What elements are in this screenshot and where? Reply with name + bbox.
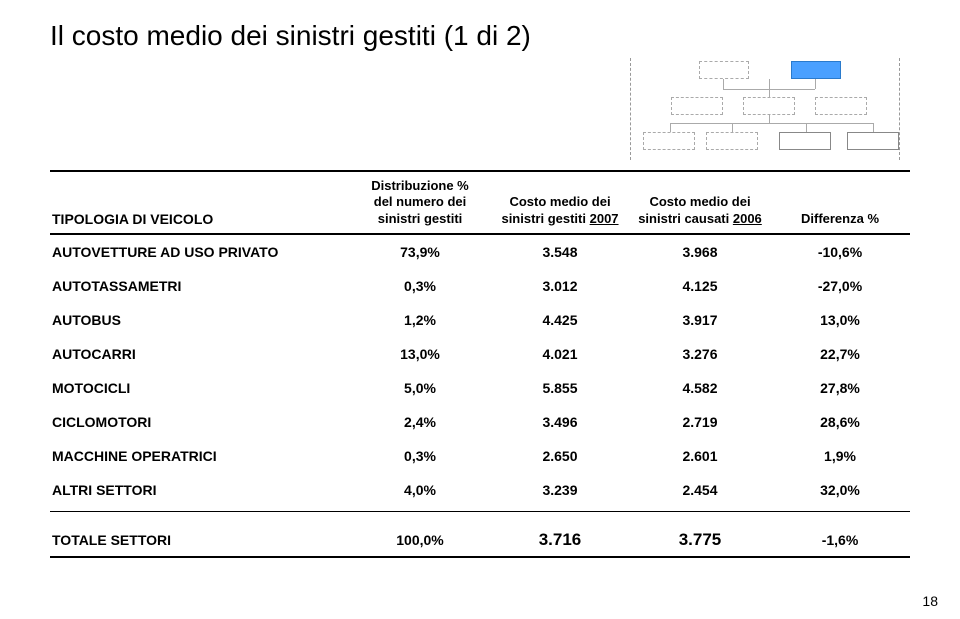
table-cell: AUTOCARRI [50,346,350,362]
slide: Il costo medio dei sinistri gestiti (1 d… [0,0,960,619]
table-row: AUTOCARRI13,0%4.0213.27622,7% [50,337,910,371]
table-cell: MOTOCICLI [50,380,350,396]
table-cell: 3.917 [630,312,770,328]
table-cell: 32,0% [770,482,910,498]
diagram-node [706,132,758,150]
col-header-dist: Distribuzione % del numero dei sinistri … [350,178,490,227]
table-cell: 0,3% [350,278,490,294]
table-cell: 2.454 [630,482,770,498]
total-diff: -1,6% [770,532,910,548]
table-cell: 73,9% [350,244,490,260]
table-cell: 2.719 [630,414,770,430]
table-header: TIPOLOGIA DI VEICOLO Distribuzione % del… [50,170,910,235]
table-cell: 4,0% [350,482,490,498]
table-cell: 2.601 [630,448,770,464]
total-dist: 100,0% [350,532,490,548]
col-header-cost2007: Costo medio dei sinistri gestiti 2007 [490,194,630,227]
diagram-node-highlight [791,61,841,79]
table-cell: -27,0% [770,278,910,294]
table-rule [50,511,910,512]
table-cell: CICLOMOTORI [50,414,350,430]
table-cell: 3.968 [630,244,770,260]
page-title: Il costo medio dei sinistri gestiti (1 d… [50,20,910,52]
diagram-node [847,132,899,150]
table-cell: AUTOVETTURE AD USO PRIVATO [50,244,350,260]
table-cell: 1,2% [350,312,490,328]
table-row: MOTOCICLI5,0%5.8554.58227,8% [50,371,910,405]
total-2006: 3.775 [630,530,770,550]
table-cell: 2.650 [490,448,630,464]
table-cell: 22,7% [770,346,910,362]
table-body: AUTOVETTURE AD USO PRIVATO73,9%3.5483.96… [50,235,910,507]
diagram-node [815,97,867,115]
table-cell: 3.012 [490,278,630,294]
table-cell: 4.425 [490,312,630,328]
table-row: AUTOBUS1,2%4.4253.91713,0% [50,303,910,337]
diagram-node [643,132,695,150]
table-cell: 3.496 [490,414,630,430]
table-cell: 1,9% [770,448,910,464]
table-row: MACCHINE OPERATRICI0,3%2.6502.6011,9% [50,439,910,473]
table-cell: 28,6% [770,414,910,430]
table-cell: 13,0% [770,312,910,328]
org-diagram [630,58,900,160]
page-number: 18 [922,593,938,609]
table-cell: 3.239 [490,482,630,498]
table-row: AUTOVETTURE AD USO PRIVATO73,9%3.5483.96… [50,235,910,269]
table-cell: 5.855 [490,380,630,396]
table-cell: 4.582 [630,380,770,396]
diagram-node [671,97,723,115]
table-cell: 4.021 [490,346,630,362]
table-cell: MACCHINE OPERATRICI [50,448,350,464]
table-total-row: TOTALE SETTORI 100,0% 3.716 3.775 -1,6% [50,526,910,558]
col-header-diff: Differenza % [770,211,910,227]
col-header-type: TIPOLOGIA DI VEICOLO [50,211,350,227]
table-cell: -10,6% [770,244,910,260]
table-cell: 2,4% [350,414,490,430]
table-row: ALTRI SETTORI4,0%3.2392.45432,0% [50,473,910,507]
table-cell: 3.276 [630,346,770,362]
table-cell: AUTOTASSAMETRI [50,278,350,294]
total-2007: 3.716 [490,530,630,550]
table-cell: 3.548 [490,244,630,260]
table-cell: AUTOBUS [50,312,350,328]
diagram-node [699,61,749,79]
table-cell: ALTRI SETTORI [50,482,350,498]
table-cell: 27,8% [770,380,910,396]
diagram-node [743,97,795,115]
table-cell: 13,0% [350,346,490,362]
table-cell: 5,0% [350,380,490,396]
total-label: TOTALE SETTORI [50,532,350,548]
diagram-node [779,132,831,150]
table-row: AUTOTASSAMETRI0,3%3.0124.125-27,0% [50,269,910,303]
table-row: CICLOMOTORI2,4%3.4962.71928,6% [50,405,910,439]
table-cell: 4.125 [630,278,770,294]
data-table: TIPOLOGIA DI VEICOLO Distribuzione % del… [50,170,910,558]
table-cell: 0,3% [350,448,490,464]
col-header-cost2006: Costo medio dei sinistri causati 2006 [630,194,770,227]
